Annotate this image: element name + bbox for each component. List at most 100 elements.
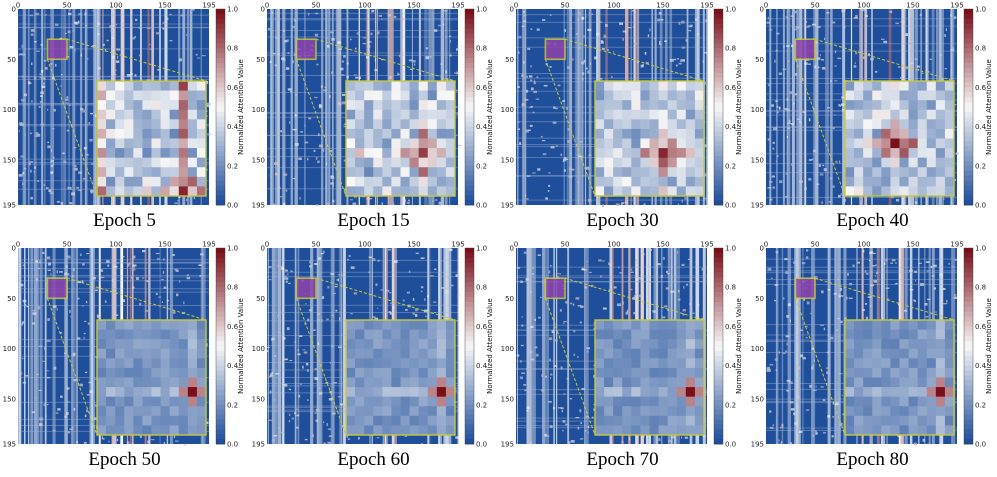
zoom-cell <box>935 415 946 426</box>
zoom-cell <box>391 320 401 330</box>
heatmap-speck <box>951 47 955 50</box>
heatmap-speck <box>350 38 352 41</box>
zoom-cell <box>106 415 116 426</box>
heatmap-speck <box>367 45 371 48</box>
colorbar-segment <box>465 360 474 366</box>
heatmap-speck <box>939 273 943 276</box>
zoom-cell <box>427 387 438 397</box>
zoom-cell <box>169 377 180 388</box>
heatmap-speck <box>658 12 662 15</box>
zoom-cell <box>115 81 125 91</box>
colorbar-segment <box>714 18 723 25</box>
zoom-cell <box>391 425 401 436</box>
heatmap-speck <box>347 258 349 261</box>
heatmap-speck <box>36 50 40 52</box>
heatmap-speck <box>147 440 150 444</box>
zoom-cell <box>917 138 928 149</box>
zoom-connector-line <box>814 277 955 321</box>
zoom-cell <box>124 128 134 139</box>
colorbar-segment <box>216 53 225 59</box>
heatmap-speck <box>528 129 531 131</box>
heatmap-speck <box>106 260 110 263</box>
zoom-cell <box>187 339 198 350</box>
zoom-cell <box>169 109 180 120</box>
heatmap-speck <box>156 32 159 35</box>
zoom-cell <box>935 167 946 178</box>
heatmap-speck <box>573 443 576 447</box>
heatmap-speck <box>662 257 665 260</box>
heatmap-speck <box>284 269 288 272</box>
heatmap-speck <box>334 286 338 288</box>
heatmap-speck <box>567 128 571 131</box>
zoom-cell <box>364 119 374 130</box>
heatmap-speck <box>836 318 839 320</box>
heatmap-speck <box>775 160 777 162</box>
zoom-cell <box>187 329 198 340</box>
colorbar-segment <box>714 38 723 44</box>
zoom-cell <box>97 377 107 388</box>
zoom-cell <box>400 387 410 397</box>
heatmap-speck <box>127 263 130 267</box>
roi-box <box>295 277 317 300</box>
heatmap-speck <box>590 62 592 65</box>
heatmap-speck <box>50 159 54 163</box>
zoom-cell <box>676 119 687 130</box>
heatmap-speck <box>641 435 645 438</box>
heatmap-speck <box>789 319 791 323</box>
heatmap-speck <box>904 309 908 312</box>
colorbar-segment <box>465 385 474 391</box>
zoom-cell <box>926 387 937 397</box>
heatmap-stripe <box>567 248 570 444</box>
heatmap-speck <box>786 342 788 346</box>
colorbar-segment <box>216 306 225 313</box>
heatmap-speck <box>843 26 846 28</box>
zoom-cell <box>106 396 116 407</box>
zoom-cell <box>373 176 383 187</box>
zoom-cell <box>373 128 383 139</box>
zoom-cell <box>854 167 864 178</box>
heatmap-speck <box>685 39 688 42</box>
zoom-cell <box>97 186 107 197</box>
zoom-cell <box>445 90 456 101</box>
colorbar-tick-label: 1.0 <box>975 6 986 14</box>
colorbar-segment <box>465 38 474 44</box>
heatmap-speck <box>841 9 846 13</box>
heatmap-stripe <box>812 248 816 444</box>
heatmap-speck <box>517 85 520 88</box>
heatmap-speck <box>76 440 78 444</box>
zoom-cell <box>649 406 659 417</box>
heatmap-speck <box>549 66 552 68</box>
colorbar-segment <box>216 13 225 20</box>
heatmap-speck <box>302 349 306 351</box>
heatmap-speck <box>322 148 325 152</box>
heatmap-speck <box>18 130 20 132</box>
heatmap-speck <box>570 152 572 155</box>
zoom-cell <box>667 138 678 149</box>
heatmap-speck <box>526 75 528 78</box>
heatmap-streak <box>766 25 957 27</box>
colorbar-segment <box>465 121 474 127</box>
colorbar-segment <box>465 72 474 78</box>
zoom-cell <box>373 367 383 378</box>
colorbar-segment <box>964 292 973 298</box>
colorbar-tick-label: 0.4 <box>227 362 239 370</box>
heatmap-speck <box>775 368 778 372</box>
heatmap-stripe <box>786 9 789 205</box>
heatmap-speck <box>302 365 304 369</box>
zoom-cell <box>391 109 401 120</box>
zoom-cell <box>142 358 152 369</box>
colorbar-segment <box>964 306 973 313</box>
heatmap-speck <box>578 155 582 158</box>
heatmap-speck <box>521 25 525 27</box>
heatmap-speck <box>789 381 793 384</box>
zoom-cell <box>667 167 678 178</box>
zoom-cell <box>640 415 650 426</box>
zoom-cell <box>658 367 668 378</box>
heatmap-streak <box>516 14 707 16</box>
colorbar-segment <box>714 306 723 313</box>
heatmap-speck <box>161 278 164 281</box>
zoom-cell <box>382 425 392 436</box>
y-tick-label: 150 <box>3 395 16 403</box>
zoom-cell <box>604 320 614 330</box>
colorbar-segment <box>964 200 973 206</box>
